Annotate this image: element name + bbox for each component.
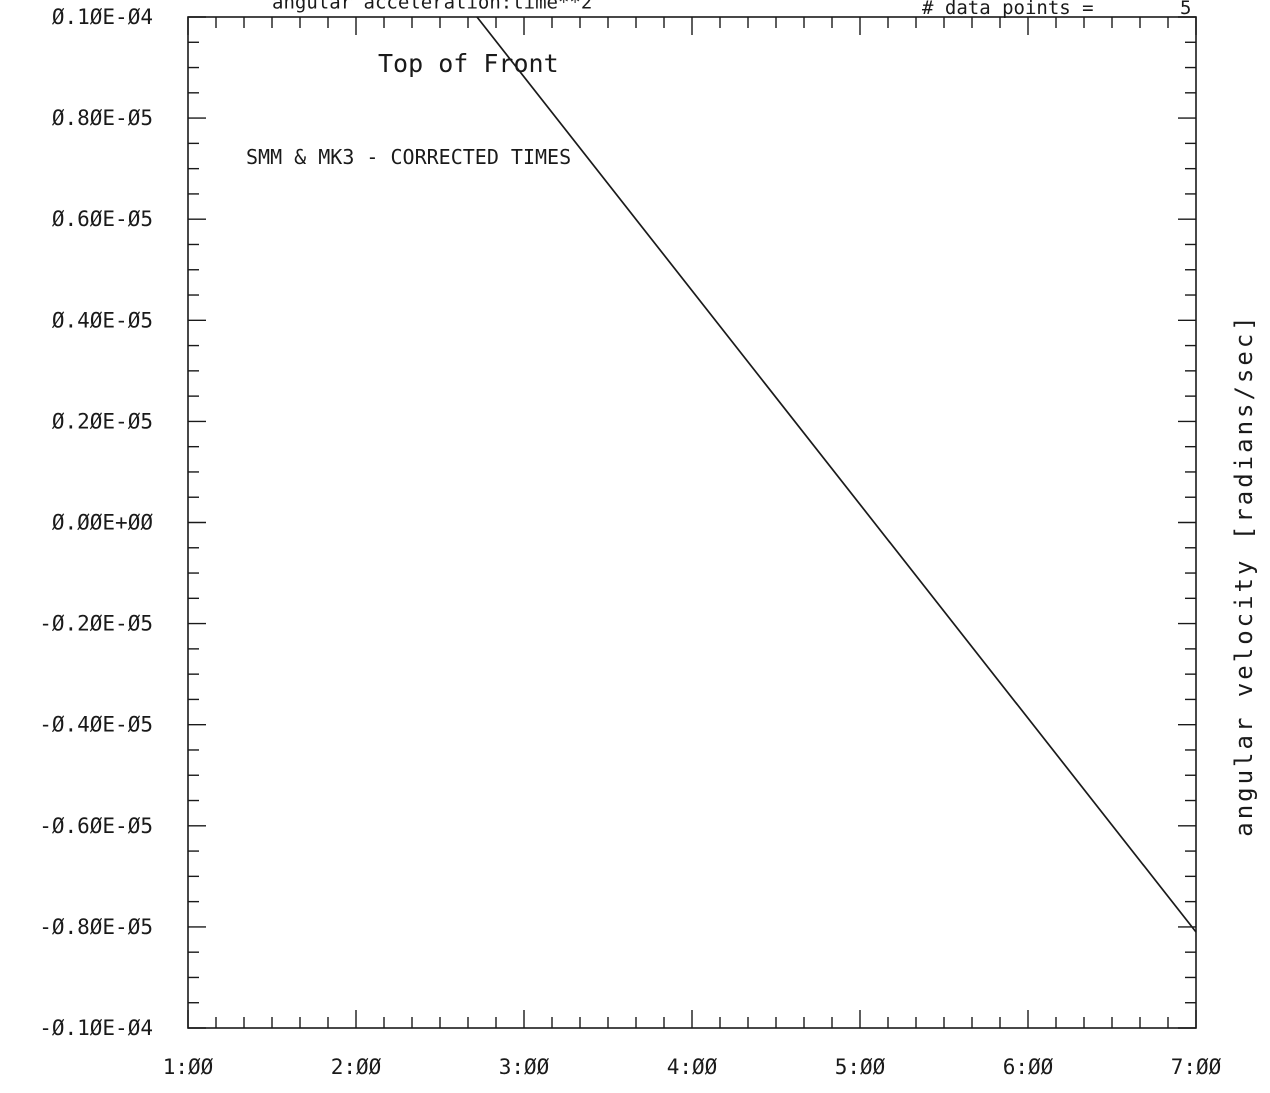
data-points-count: 5 bbox=[1180, 0, 1191, 19]
y-tick-label: -Ø.4ØE-Ø5 bbox=[39, 713, 153, 737]
y-tick-label: Ø.ØØE+ØØ bbox=[52, 511, 154, 535]
y-tick-label: -Ø.8ØE-Ø5 bbox=[39, 915, 153, 939]
x-tick-labels: 1:ØØ 2:ØØ 3:ØØ 4:ØØ 5:ØØ 6:ØØ 7:ØØ bbox=[163, 1055, 1222, 1079]
axis-ticks bbox=[187, 16, 1197, 1029]
y-tick-label: Ø.2ØE-Ø5 bbox=[52, 409, 153, 433]
x-tick-label: 1:ØØ bbox=[163, 1055, 214, 1079]
x-tick-label: 4:ØØ bbox=[667, 1055, 718, 1079]
y-tick-label: Ø.1ØE-Ø4 bbox=[52, 5, 153, 29]
y-tick-labels: Ø.1ØE-Ø4 Ø.8ØE-Ø5 Ø.6ØE-Ø5 Ø.4ØE-Ø5 Ø.2ØE-Ø5… bbox=[39, 5, 153, 1040]
y-tick-label: Ø.6ØE-Ø5 bbox=[52, 207, 153, 231]
x-tick-label: 5:ØØ bbox=[835, 1055, 886, 1079]
x-tick-label: 6:ØØ bbox=[1003, 1055, 1054, 1079]
y-tick-label: -Ø.2ØE-Ø5 bbox=[39, 612, 153, 636]
y-tick-label: -Ø.6ØE-Ø5 bbox=[39, 814, 153, 838]
x-tick-label: 3:ØØ bbox=[499, 1055, 550, 1079]
data-points-label: # data points = bbox=[922, 0, 1094, 19]
x-tick-label: 7:ØØ bbox=[1171, 1055, 1222, 1079]
series-line bbox=[476, 16, 1197, 933]
annotation-top-of-front: Top of Front bbox=[378, 49, 559, 78]
y-tick-label: Ø.8ØE-Ø5 bbox=[52, 106, 153, 130]
y-tick-label: Ø.4ØE-Ø5 bbox=[52, 308, 153, 332]
chart-title: angular acceleration:time**2 bbox=[272, 0, 592, 14]
y-axis-label: angular velocity [radians/sec] bbox=[1230, 313, 1258, 836]
annotation-corrected-times: SMM & MK3 - CORRECTED TIMES bbox=[246, 145, 571, 169]
x-tick-label: 2:ØØ bbox=[331, 1055, 382, 1079]
y-tick-label: -Ø.1ØE-Ø4 bbox=[39, 1016, 153, 1040]
